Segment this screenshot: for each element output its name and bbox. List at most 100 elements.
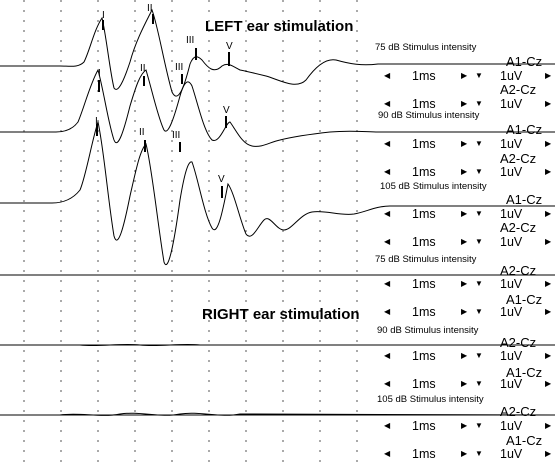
amp-increase-button[interactable]: ▶	[545, 71, 552, 80]
time-scale-value: 1ms	[412, 97, 436, 111]
amp-dropdown-button[interactable]: ▼	[475, 237, 483, 246]
amp-dropdown-button[interactable]: ▼	[475, 167, 483, 176]
amp-increase-button[interactable]: ▶	[545, 449, 552, 458]
time-increase-button[interactable]: ▶	[461, 237, 468, 246]
amp-dropdown-button[interactable]: ▼	[475, 71, 483, 80]
peak-label-v: V	[226, 41, 233, 52]
amp-scale-value: 1uV	[500, 137, 523, 151]
time-increase-button[interactable]: ▶	[461, 279, 468, 288]
amp-increase-button[interactable]: ▶	[545, 139, 552, 148]
amp-increase-button[interactable]: ▶	[545, 167, 552, 176]
time-scale-value: 1ms	[412, 419, 436, 433]
amp-increase-button[interactable]: ▶	[545, 379, 552, 388]
amp-increase-button[interactable]: ▶	[545, 351, 552, 360]
time-decrease-button[interactable]: ◀	[384, 237, 391, 246]
amp-scale-value: 1uV	[500, 305, 523, 319]
scale-control-row: ◀ 1ms ▶ ▼ 1uV ▶	[384, 235, 555, 249]
time-increase-button[interactable]: ▶	[461, 209, 468, 218]
peak-markers	[96, 14, 230, 198]
amp-dropdown-button[interactable]: ▼	[475, 99, 483, 108]
stimulus-intensity-label: 90 dB Stimulus intensity	[377, 325, 479, 336]
channel-label-a2: A2-Cz	[500, 151, 537, 166]
time-decrease-button[interactable]: ◀	[384, 71, 391, 80]
channel-label-a1: A1-Cz	[506, 122, 543, 137]
peak-label-ii: II	[140, 63, 146, 74]
scale-control-row: ◀ 1ms ▶ ▼ 1uV ▶	[384, 207, 555, 221]
peak-label-ii: II	[139, 127, 145, 138]
amp-scale-value: 1uV	[500, 165, 523, 179]
time-increase-button[interactable]: ▶	[461, 71, 468, 80]
time-decrease-button[interactable]: ◀	[384, 421, 391, 430]
time-increase-button[interactable]: ▶	[461, 167, 468, 176]
peak-label-i: I	[95, 116, 98, 127]
amp-scale-value: 1uV	[500, 207, 523, 221]
scale-control-row: ◀ 1ms ▶ ▼ 1uV ▶	[384, 377, 555, 391]
channel-label-a2: A2-Cz	[500, 404, 537, 419]
stimulus-intensity-label: 75 dB Stimulus intensity	[375, 254, 477, 265]
peak-label-i: I	[102, 10, 105, 21]
peak-label-iii: III	[186, 35, 195, 46]
amp-increase-button[interactable]: ▶	[545, 279, 552, 288]
time-scale-value: 1ms	[412, 305, 436, 319]
time-decrease-button[interactable]: ◀	[384, 379, 391, 388]
amp-dropdown-button[interactable]: ▼	[475, 279, 483, 288]
channel-label-a1: A1-Cz	[506, 54, 543, 69]
time-decrease-button[interactable]: ◀	[384, 449, 391, 458]
time-scale-value: 1ms	[412, 377, 436, 391]
amp-dropdown-button[interactable]: ▼	[475, 351, 483, 360]
amp-increase-button[interactable]: ▶	[545, 421, 552, 430]
time-decrease-button[interactable]: ◀	[384, 209, 391, 218]
scale-control-row: ◀ 1ms ▶ ▼ 1uV ▶	[384, 350, 555, 363]
channel-label-a1: A1-Cz	[506, 433, 543, 448]
scale-control-row: ◀ 1ms ▶ ▼ 1uV ▶	[384, 69, 555, 83]
peak-label-iii: III	[172, 130, 181, 141]
time-decrease-button[interactable]: ◀	[384, 279, 391, 288]
amp-increase-button[interactable]: ▶	[545, 209, 552, 218]
time-scale-value: 1ms	[412, 447, 436, 461]
left-ear-heading: LEFT ear stimulation	[205, 18, 354, 35]
time-scale-value: 1ms	[412, 69, 436, 83]
time-decrease-button[interactable]: ◀	[384, 351, 391, 360]
amp-dropdown-button[interactable]: ▼	[475, 209, 483, 218]
peak-label-ii: II	[147, 3, 153, 14]
time-decrease-button[interactable]: ◀	[384, 167, 391, 176]
trace-left-75	[0, 8, 555, 97]
time-increase-button[interactable]: ▶	[461, 421, 468, 430]
channel-label-a2: A2-Cz	[500, 220, 537, 235]
amp-increase-button[interactable]: ▶	[545, 307, 552, 316]
scale-control-row: ◀ 1ms ▶ ▼ 1uV ▶	[384, 137, 555, 151]
time-scale-value: 1ms	[412, 277, 436, 291]
time-increase-button[interactable]: ▶	[461, 99, 468, 108]
scale-control-row: ◀ 1ms ▶ ▼ 1uV ▶	[384, 165, 555, 179]
amp-dropdown-button[interactable]: ▼	[475, 421, 483, 430]
time-increase-button[interactable]: ▶	[461, 379, 468, 388]
channel-label-a1: A1-Cz	[506, 192, 543, 207]
peak-label-i: I	[98, 68, 101, 79]
amp-scale-value: 1uV	[500, 419, 523, 433]
grid-dots	[23, 0, 358, 466]
amp-scale-value: 1uV	[500, 235, 523, 249]
time-decrease-button[interactable]: ◀	[384, 99, 391, 108]
time-scale-value: 1ms	[412, 235, 436, 249]
stimulus-intensity-label: 105 dB Stimulus intensity	[380, 181, 487, 192]
amp-dropdown-button[interactable]: ▼	[475, 449, 483, 458]
time-increase-button[interactable]: ▶	[461, 307, 468, 316]
time-increase-button[interactable]: ▶	[461, 351, 468, 360]
time-increase-button[interactable]: ▶	[461, 139, 468, 148]
time-decrease-button[interactable]: ◀	[384, 139, 391, 148]
amp-increase-button[interactable]: ▶	[545, 237, 552, 246]
amp-scale-value: 1uV	[500, 377, 523, 391]
amp-dropdown-button[interactable]: ▼	[475, 307, 483, 316]
time-increase-button[interactable]: ▶	[461, 449, 468, 458]
time-decrease-button[interactable]: ◀	[384, 307, 391, 316]
amp-increase-button[interactable]: ▶	[545, 99, 552, 108]
time-scale-value: 1ms	[412, 137, 436, 151]
amp-scale-value: 1uV	[500, 69, 523, 83]
amp-dropdown-button[interactable]: ▼	[475, 379, 483, 388]
amp-scale-value: 1uV	[500, 277, 523, 291]
time-scale-value: 1ms	[412, 207, 436, 221]
amp-dropdown-button[interactable]: ▼	[475, 139, 483, 148]
peak-label-v: V	[218, 174, 225, 185]
scale-control-row: ◀ 1ms ▶ ▼ 1uV ▶	[384, 305, 555, 319]
